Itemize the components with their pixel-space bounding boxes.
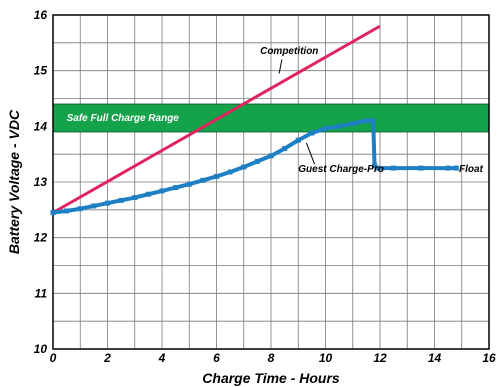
competition-annotation: Competition <box>260 46 318 57</box>
guest-chargepro-point <box>254 158 260 164</box>
y-tick-label: 10 <box>34 342 48 356</box>
guest-chargepro-point <box>363 118 369 124</box>
guest-chargepro-point <box>132 195 138 201</box>
guest-chargepro-point <box>309 130 315 136</box>
annotation-layer: Competition Guest Charge-Pro Float <box>260 46 483 175</box>
y-tick-label: 15 <box>34 64 48 78</box>
x-tick-label: 16 <box>482 351 496 365</box>
guest-chargepro-point <box>453 165 459 171</box>
guest-chargepro-point <box>323 126 328 132</box>
guest-chargepro-point <box>118 197 124 203</box>
guest-chargepro-point <box>145 191 151 197</box>
x-tick-label: 0 <box>50 351 57 365</box>
guest-chargepro-point <box>295 137 301 143</box>
gridlines <box>52 14 490 350</box>
guest-chargepro-point <box>186 181 192 187</box>
competition-line <box>52 24 381 214</box>
plot-frame <box>52 14 490 350</box>
guest-chargepro-point <box>91 203 97 209</box>
guest-chargepro-point <box>372 162 378 168</box>
guest-chargepro-point <box>50 210 56 216</box>
x-axis-label: Charge Time - Hours <box>202 370 340 386</box>
y-tick-label: 16 <box>34 8 48 22</box>
guest-chargepro-point <box>77 206 83 212</box>
guest-chargepro-point <box>418 165 424 171</box>
y-tick-label: 14 <box>34 119 48 133</box>
guest-chargepro-point <box>374 165 380 171</box>
x-tick-label: 14 <box>428 351 442 365</box>
guest-chargepro-pointer <box>305 142 316 165</box>
x-tick-label: 4 <box>158 351 166 365</box>
guest-chargepro-point <box>282 146 288 152</box>
float-annotation: Float <box>459 164 484 175</box>
guest-chargepro-point <box>173 185 179 191</box>
series-layer <box>50 24 459 216</box>
guest-chargepro-point <box>336 123 342 129</box>
x-tick-label: 12 <box>373 351 387 365</box>
guest-chargepro-point <box>214 173 219 179</box>
x-tick-labels: 0 2 4 6 8 10 12 14 16 <box>50 351 496 365</box>
y-tick-label: 12 <box>34 231 48 245</box>
guest-chargepro-point <box>227 169 233 175</box>
y-tick-labels: 10 11 12 13 14 15 16 <box>34 8 48 356</box>
guest-chargepro-point <box>370 118 376 124</box>
guest-chargepro-point <box>268 153 274 159</box>
guest-chargepro-point <box>159 188 165 194</box>
x-tick-label: 10 <box>319 351 333 365</box>
guest-chargepro-point <box>445 165 451 171</box>
y-tick-label: 11 <box>35 286 48 300</box>
competition-pointer <box>278 59 283 74</box>
guest-chargepro-point <box>350 121 356 127</box>
x-tick-label: 2 <box>103 351 111 365</box>
guest-chargepro-annotation: Guest Charge-Pro <box>298 164 384 175</box>
guest-chargepro-point <box>200 177 206 183</box>
safe-charge-band-label: Safe Full Charge Range <box>67 113 180 124</box>
y-axis-label: Battery Voltage - VDC <box>6 109 22 254</box>
y-tick-label: 13 <box>34 175 48 189</box>
x-tick-label: 6 <box>213 351 220 365</box>
x-tick-label: 8 <box>268 351 275 365</box>
guest-chargepro-point <box>64 208 70 214</box>
guest-chargepro-point <box>105 200 110 206</box>
guest-chargepro-point <box>241 164 247 170</box>
guest-chargepro-point <box>391 165 397 171</box>
